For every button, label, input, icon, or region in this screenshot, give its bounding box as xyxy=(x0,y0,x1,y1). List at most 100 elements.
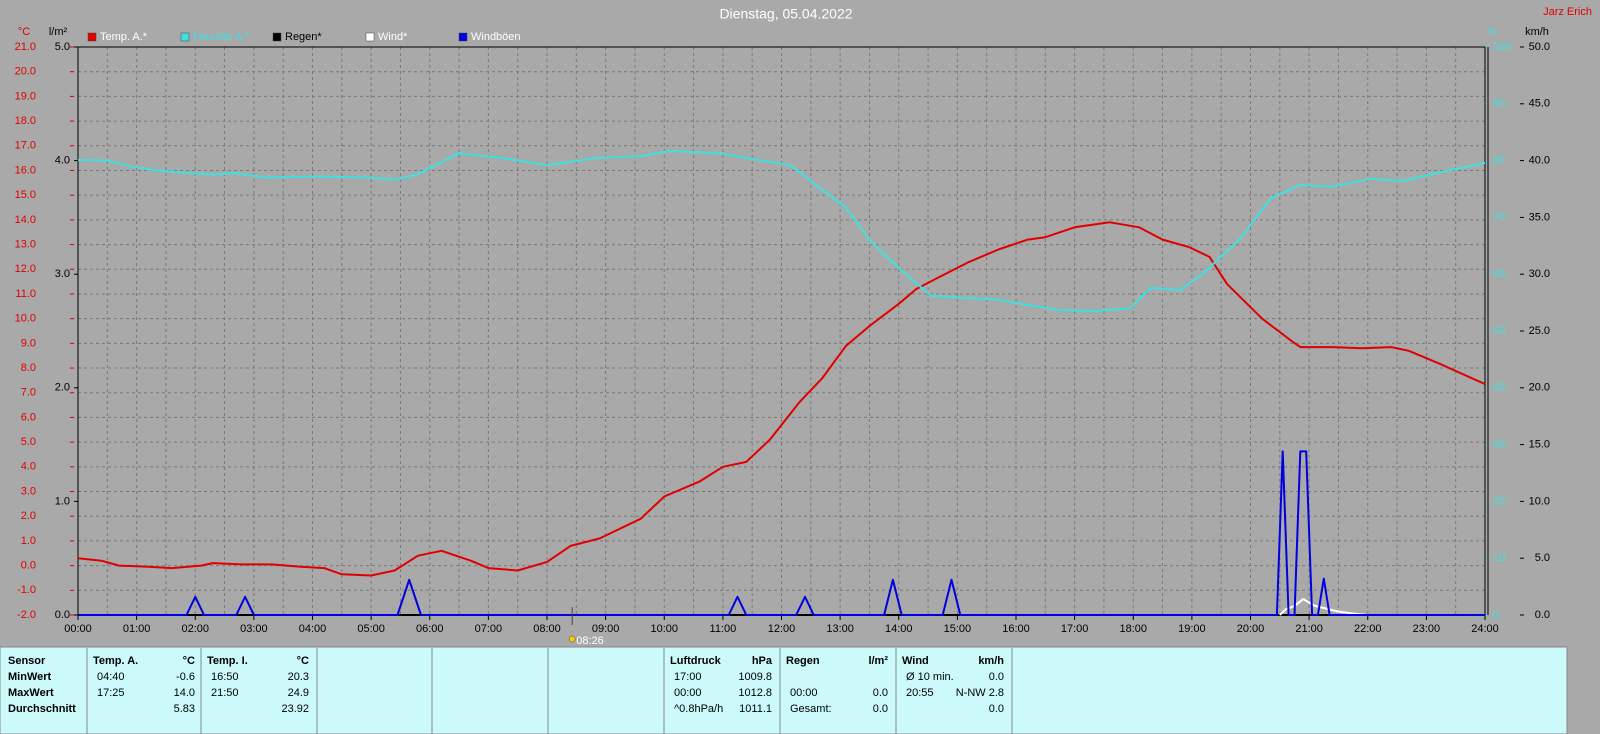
cell-value: 20.3 xyxy=(288,671,309,683)
x-tick-label: 06:00 xyxy=(416,623,444,635)
x-tick-label: 03:00 xyxy=(240,623,268,635)
row-label: MinWert xyxy=(8,671,52,683)
y4-tick-label: 5.0 xyxy=(1535,552,1550,564)
column-title: Wind xyxy=(902,655,929,667)
y4-tick-label: 20.0 xyxy=(1529,382,1550,394)
x-tick-label: 16:00 xyxy=(1002,623,1030,635)
column-unit: °C xyxy=(183,655,195,667)
row-label: Durchschnitt xyxy=(8,703,76,715)
column-unit: hPa xyxy=(752,655,773,667)
station-label: Jarz Erich xyxy=(1543,6,1592,18)
y3-tick-label: 30 xyxy=(1493,439,1505,451)
cell-time: Gesamt: xyxy=(790,703,832,715)
y3-tick-label: 40 xyxy=(1493,382,1505,394)
cell-time: 16:50 xyxy=(211,671,239,683)
y4-tick-label: 15.0 xyxy=(1529,439,1550,451)
cell-time: ^0.8hPa/h xyxy=(674,703,723,715)
cell-time: 00:00 xyxy=(674,687,702,699)
series-line xyxy=(77,221,1486,577)
y-tick-label: 14.0 xyxy=(15,214,36,226)
legend-swatch xyxy=(458,32,468,42)
y2-tick-label: 0.0 xyxy=(55,609,70,621)
cell-value: 0.0 xyxy=(873,687,888,699)
y3-tick-label: 0 xyxy=(1493,609,1499,621)
legend-label: Windböen xyxy=(471,31,521,43)
chart-title: Dienstag, 05.04.2022 xyxy=(719,6,852,22)
cell-value: 0.0 xyxy=(989,703,1004,715)
y-tick-label: 13.0 xyxy=(15,238,36,250)
y-tick-label: 4.0 xyxy=(21,461,36,473)
x-tick-label: 07:00 xyxy=(475,623,503,635)
y-tick-label: 19.0 xyxy=(15,90,36,102)
x-tick-label: 15:00 xyxy=(944,623,972,635)
y4-tick-label: 0.0 xyxy=(1535,609,1550,621)
legend-swatch xyxy=(272,32,282,42)
annotation-icon xyxy=(568,635,576,643)
y4-axis-unit: km/h xyxy=(1525,26,1549,38)
legend-label: Feuchte A.* xyxy=(193,31,251,43)
column-unit: km/h xyxy=(978,655,1004,667)
annotation-label: 08:26 xyxy=(576,635,604,647)
y3-tick-label: 90 xyxy=(1493,98,1505,110)
y2-tick-label: 2.0 xyxy=(55,382,70,394)
y-tick-label: 17.0 xyxy=(15,140,36,152)
y4-tick-label: 40.0 xyxy=(1529,155,1550,167)
x-tick-label: 09:00 xyxy=(592,623,620,635)
y-tick-label: 3.0 xyxy=(21,485,36,497)
y-tick-label: 8.0 xyxy=(21,362,36,374)
y4-tick-label: 50.0 xyxy=(1529,41,1550,53)
x-tick-label: 11:00 xyxy=(710,623,737,635)
column-unit: °C xyxy=(297,655,309,667)
y-tick-label: 15.0 xyxy=(15,189,36,201)
y-tick-label: 0.0 xyxy=(21,560,36,572)
y-tick-label: -2.0 xyxy=(17,609,36,621)
cell-time: 17:25 xyxy=(97,687,125,699)
row-label: Sensor xyxy=(8,655,46,667)
series-line xyxy=(1279,598,1368,616)
y-tick-label: 10.0 xyxy=(15,313,36,325)
legend-swatch xyxy=(365,32,375,42)
series-line xyxy=(77,149,1486,313)
column-title: Luftdruck xyxy=(670,655,722,667)
y2-axis-unit: l/m² xyxy=(49,26,68,38)
y2-tick-label: 1.0 xyxy=(55,495,70,507)
y-axis-unit: °C xyxy=(18,26,30,38)
x-tick-label: 19:00 xyxy=(1178,623,1206,635)
x-tick-label: 20:00 xyxy=(1237,623,1265,635)
y-tick-label: 1.0 xyxy=(21,535,36,547)
cell-time: 00:00 xyxy=(790,687,818,699)
y2-tick-label: 3.0 xyxy=(55,268,70,280)
x-tick-label: 13:00 xyxy=(826,623,854,635)
y-tick-label: 16.0 xyxy=(15,164,36,176)
y-tick-label: 18.0 xyxy=(15,115,36,127)
x-tick-label: 18:00 xyxy=(1119,623,1147,635)
cell-time: 20:55 xyxy=(906,687,934,699)
y-tick-label: 7.0 xyxy=(21,387,36,399)
y-tick-label: 2.0 xyxy=(21,510,36,522)
cell-value: 23.92 xyxy=(281,703,309,715)
legend-label: Regen* xyxy=(285,31,322,43)
y-tick-label: 21.0 xyxy=(15,41,36,53)
y3-tick-label: 20 xyxy=(1493,495,1505,507)
y3-tick-label: 100 xyxy=(1493,41,1511,53)
y-tick-label: -1.0 xyxy=(17,584,36,596)
cell-value: 24.9 xyxy=(288,687,309,699)
row-label: MaxWert xyxy=(8,687,54,699)
legend-swatch xyxy=(180,32,190,42)
cell-value: 14.0 xyxy=(174,687,195,699)
y-tick-label: 12.0 xyxy=(15,263,36,275)
y4-tick-label: 10.0 xyxy=(1529,495,1550,507)
x-tick-label: 01:00 xyxy=(123,623,151,635)
cell-value: 1012.8 xyxy=(738,687,772,699)
y3-tick-label: 10 xyxy=(1493,552,1505,564)
column-unit: l/m² xyxy=(868,655,888,667)
x-tick-label: 21:00 xyxy=(1295,623,1323,635)
cell-value: 5.83 xyxy=(174,703,195,715)
column-title: Temp. A. xyxy=(93,655,138,667)
x-tick-label: 05:00 xyxy=(357,623,385,635)
x-tick-label: 12:00 xyxy=(768,623,796,635)
x-tick-label: 24:00 xyxy=(1471,623,1499,635)
y4-tick-label: 45.0 xyxy=(1529,98,1550,110)
